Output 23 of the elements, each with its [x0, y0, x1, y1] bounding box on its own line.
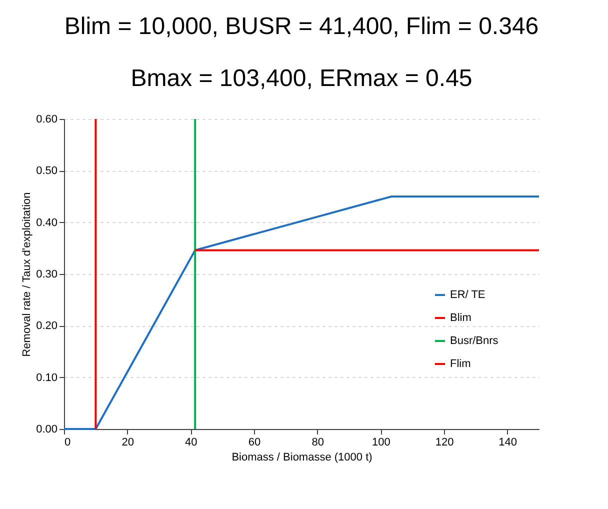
x-axis-title: Biomass / Biomasse (1000 t) [232, 452, 372, 464]
legend-label: Flim [450, 358, 471, 370]
legend-label: Blim [450, 312, 472, 324]
y-tick-label: 0.10 [36, 372, 58, 384]
y-tick-label: 0.20 [36, 320, 58, 332]
y-tick-label: 0.60 [36, 114, 58, 126]
x-tick-label: 0 [64, 436, 71, 448]
y-axis-title: Removal rate / Taux d'exploitation [21, 192, 34, 357]
x-tick-label: 100 [372, 436, 390, 448]
x-tick-label: 40 [185, 436, 198, 448]
legend-label: Busr/Bnrs [450, 335, 499, 347]
x-tick-label: 60 [248, 436, 261, 448]
x-tick-label: 120 [435, 436, 454, 448]
x-tick-label: 80 [312, 436, 324, 448]
y-tick-label: 0.00 [36, 424, 58, 436]
x-tick-label: 140 [498, 436, 518, 448]
y-tick-label: 0.50 [36, 165, 58, 178]
x-tick-label: 20 [122, 436, 134, 448]
y-tick-label: 0.40 [36, 216, 58, 229]
legend-label: ER/ TE [450, 289, 486, 301]
chart-subtitle: Bmax = 103,400, ERmax = 0.45 [130, 65, 472, 92]
y-tick-label: 0.30 [36, 268, 58, 280]
chart-title: Blim = 10,000, BUSR = 41,400, Flim = 0.346 [64, 13, 539, 40]
